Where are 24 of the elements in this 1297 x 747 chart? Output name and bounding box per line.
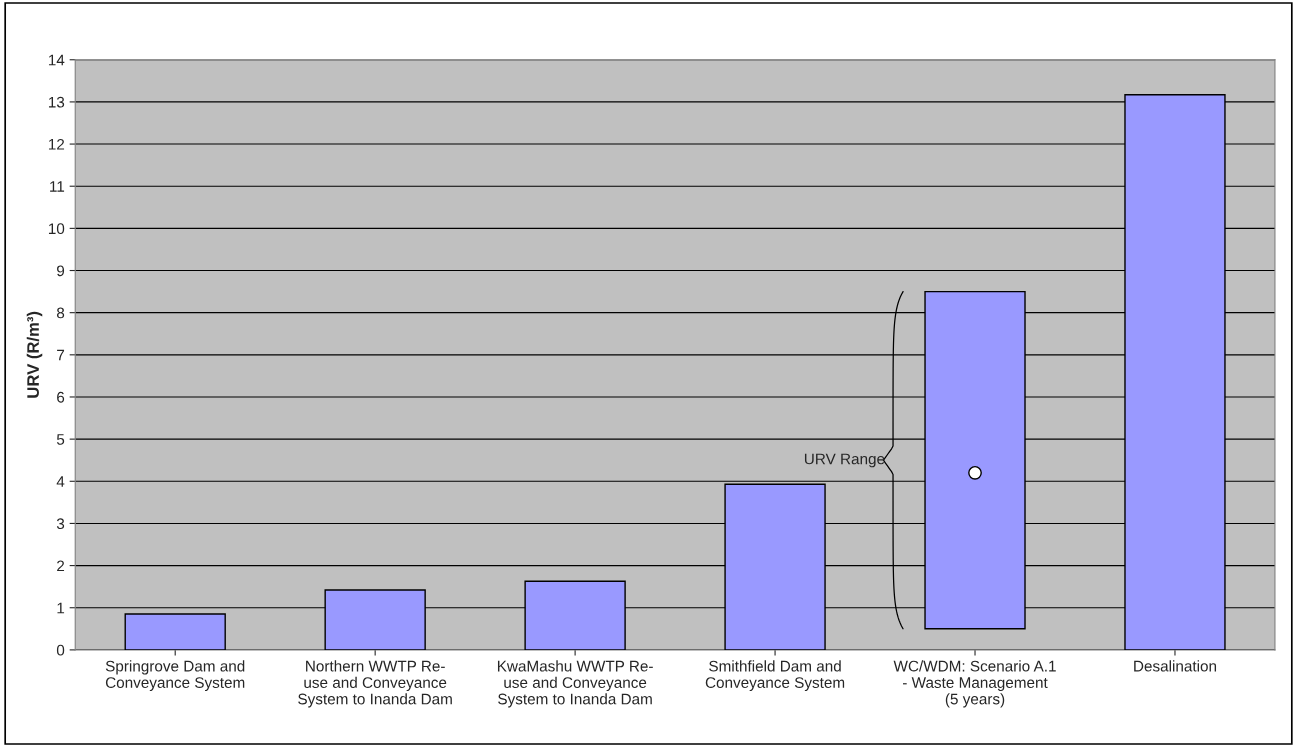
y-tick-label: 2 <box>57 560 65 572</box>
annotation: URV Range <box>804 453 885 468</box>
x-tick-label: Springrove Dam and Conveyance System <box>105 660 245 691</box>
x-tick-label: Desalination <box>1134 660 1217 672</box>
y-tick-label: 9 <box>57 265 65 277</box>
y-tick-label: 3 <box>56 518 65 530</box>
y-axis-title: URV (R/m³) <box>26 311 43 398</box>
y-tick-label: 5 <box>56 434 65 445</box>
y-tick-label: 10 <box>48 223 65 235</box>
y-tick-label: 12 <box>48 138 65 150</box>
x-tick-label: Smithfield Dam and Conveyance System <box>705 660 845 691</box>
y-tick-label: 7 <box>57 349 65 361</box>
x-tick-label: Northern WWTP Re- use and Conveyance System to Inanda Dam <box>298 660 452 708</box>
y-tick-label: 8 <box>56 307 65 319</box>
y-tick-label: 6 <box>57 391 65 403</box>
y-tick-label: 4 <box>56 476 65 487</box>
bar <box>124 613 226 650</box>
y-tick-label: 14 <box>48 54 65 66</box>
y-tick-label: 0 <box>56 644 65 656</box>
x-tick-label: WC/WDM: Scenario A.1 - Waste Management (5 years) <box>893 660 1056 708</box>
y-tick-label: 1 <box>57 602 65 614</box>
y-tick-label: 13 <box>48 96 65 108</box>
x-tick-label: KwaMashu WWTP Re- use and Conveyance System to Inanda Dam <box>497 660 653 708</box>
y-tick-label: 11 <box>50 181 65 192</box>
